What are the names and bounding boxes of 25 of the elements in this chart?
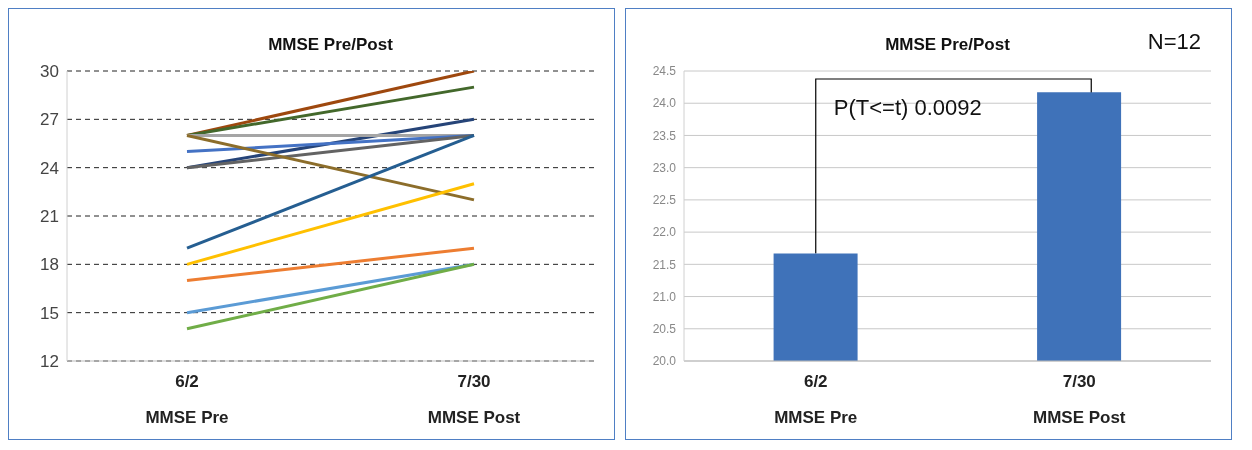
y-tick-label: 20.0 — [652, 354, 677, 369]
text: N=12 — [1147, 29, 1201, 54]
y-tick-label: 23.0 — [652, 160, 677, 175]
y-tick-label: 24 — [40, 158, 59, 178]
y-tick-label: 30 — [40, 62, 59, 82]
y-tick-label: 22.0 — [652, 225, 677, 240]
y-tick-label: 12 — [40, 352, 59, 372]
y-tick-label: 21.0 — [652, 289, 677, 304]
y-tick-label: 24.5 — [652, 64, 677, 79]
x-tick-label: 7/30 MMSE Post — [1032, 372, 1126, 427]
annotation: P(T<=t) 0.0092 — [833, 95, 982, 120]
x-tick-label: 6/2 MMSE Pre — [774, 372, 858, 427]
x-tick-label: 7/30 MMSE Post — [427, 372, 521, 427]
x-tick-label: 6/2 MMSE Pre — [145, 372, 229, 427]
y-tick-label: 21 — [40, 207, 59, 227]
y-tick-label: 20.5 — [652, 322, 677, 337]
y-tick-label: 27 — [40, 110, 59, 130]
y-tick-label: 21.5 — [652, 257, 677, 272]
y-tick-label: 18 — [40, 255, 59, 275]
chart-title: MMSE Pre/Post — [267, 35, 394, 55]
y-tick-label: 22.5 — [652, 193, 677, 208]
chart-title: MMSE Pre/Post — [885, 35, 1010, 54]
y-tick-label: 23.5 — [652, 128, 677, 143]
y-tick-label: 15 — [40, 303, 59, 323]
y-tick-label: 24.0 — [652, 96, 677, 111]
